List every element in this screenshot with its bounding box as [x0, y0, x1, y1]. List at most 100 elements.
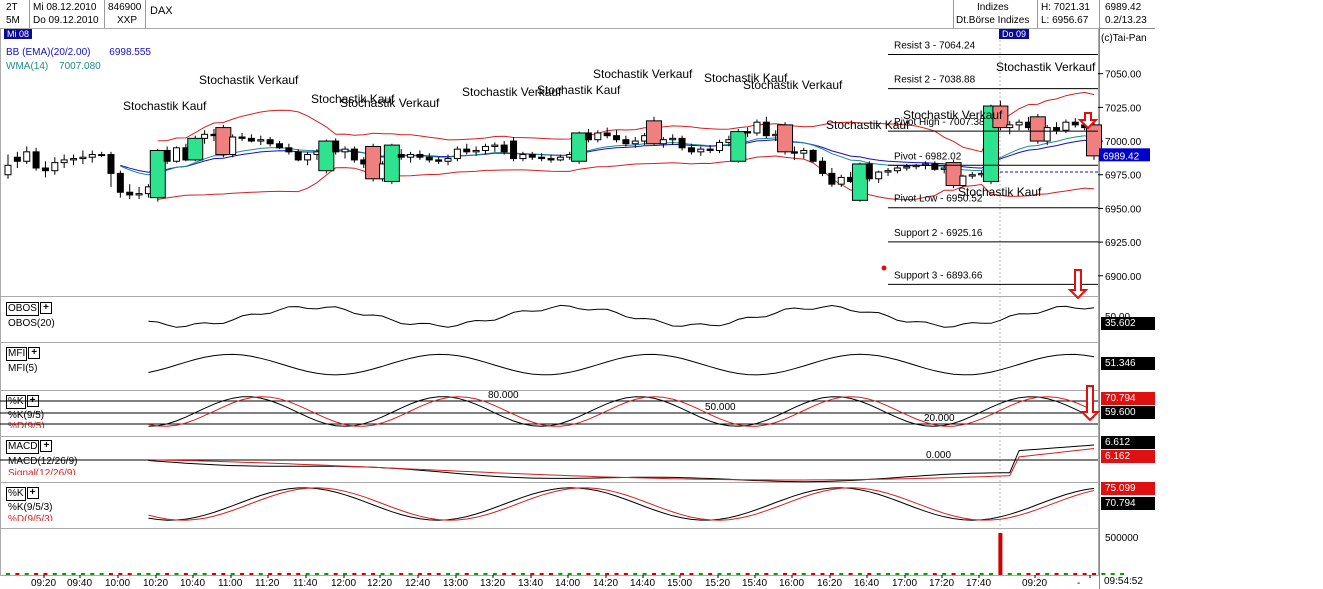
volume-bar: [904, 573, 909, 575]
stoch2-k-label: %K(9/5/3): [8, 502, 53, 513]
low-label: L: 6956.67: [1041, 15, 1089, 26]
volume-tick: 500000: [1105, 533, 1139, 544]
candle-body: [13, 156, 21, 162]
high-label: H: 7021.31: [1041, 2, 1090, 13]
stoch2-button-label: %K: [6, 487, 26, 501]
mfi-button[interactable]: MFI +: [6, 347, 41, 361]
signal-annotation: Stochastik Kauf: [537, 83, 621, 97]
volume-bar: [43, 573, 48, 575]
candle-body: [257, 139, 265, 142]
volume-bar: [165, 573, 170, 575]
obos-line: [148, 304, 1095, 328]
panel-frame-5: [0, 482, 1099, 529]
obos-button[interactable]: OBOS +: [6, 302, 52, 316]
volume-bar: [829, 573, 834, 575]
volume-bar: [408, 573, 413, 575]
mfi-button-label: MFI: [6, 347, 28, 361]
down-arrow-icon-shape: [1079, 385, 1101, 422]
candle-body: [819, 160, 826, 174]
panel-frame-1: [0, 296, 1099, 343]
copyright: (c)Tai-Pan: [1101, 33, 1147, 44]
y-tick-label: 6950.00: [1105, 204, 1142, 215]
x-tick-label: 13:00: [443, 578, 468, 589]
candle-body: [79, 156, 87, 160]
volume-bar: [155, 573, 160, 575]
volume-bar: [455, 573, 460, 575]
candle-body: [4, 164, 12, 176]
volume-bar: [80, 573, 85, 575]
volume-bar: [268, 573, 273, 575]
x-tick-label: 10:20: [143, 578, 168, 589]
mfi-label: MFI(5): [8, 363, 38, 374]
candle-body: [397, 154, 405, 158]
volume-bar: [174, 573, 179, 575]
volume-bar: [1054, 573, 1059, 575]
volume-bar: [754, 573, 759, 575]
marker-dot: [881, 265, 887, 271]
candle-body: [687, 147, 695, 153]
symbol: DAX: [150, 5, 173, 17]
bb-name: BB (EMA)(20/2.00): [6, 47, 91, 58]
candle-body: [304, 154, 312, 161]
x-tick-label: -: [1077, 578, 1080, 589]
volume-bar: [848, 573, 853, 575]
candle-body: [60, 159, 68, 164]
candle-body: [992, 105, 1009, 129]
volume-bar: [623, 573, 628, 575]
volume-bar: [34, 573, 39, 575]
x-tick-label: 11:20: [255, 578, 280, 589]
volume-bar: [230, 573, 235, 575]
candle-body: [622, 139, 630, 145]
candle-body: [444, 158, 452, 162]
candle-body: [70, 158, 78, 161]
candle-body: [968, 174, 976, 177]
candle-body: [893, 167, 901, 172]
candle-body: [851, 163, 868, 201]
volume-bar: [296, 573, 301, 575]
candle-body: [571, 132, 588, 162]
candle-body: [51, 162, 59, 172]
x-tick-label: 13:40: [518, 578, 543, 589]
plus-icon[interactable]: +: [40, 440, 53, 452]
plus-icon[interactable]: +: [26, 487, 39, 499]
candle-body: [425, 156, 433, 161]
volume-bar: [343, 573, 348, 575]
candle-body: [481, 145, 489, 151]
wma-name: WMA(14): [6, 61, 49, 72]
volume-bar: [221, 573, 226, 575]
period-2[interactable]: 5M: [6, 15, 20, 26]
candle-body: [828, 172, 836, 185]
x-tick-label: 13:20: [480, 578, 505, 589]
macd-zero-label: 0.000: [926, 450, 951, 461]
volume-bar: [6, 573, 10, 575]
stoch1-level-80: 80.000: [488, 390, 519, 401]
volume-bar: [1045, 573, 1050, 575]
stoch2-d-label: %D(9/5/3): [8, 514, 54, 521]
plus-icon[interactable]: +: [28, 347, 41, 359]
period-1[interactable]: 2T: [6, 2, 18, 13]
plus-icon[interactable]: +: [39, 302, 52, 314]
candle-body: [837, 176, 845, 185]
candle-body: [149, 149, 166, 199]
candle-body: [538, 156, 546, 160]
candle-body: [800, 149, 808, 154]
volume-bar: [549, 573, 553, 575]
candle-body: [777, 124, 794, 153]
candle-body: [187, 137, 204, 161]
candle-body: [266, 139, 274, 145]
last-price-tag-box: [1099, 148, 1150, 162]
panel-frame-6: [0, 528, 1099, 576]
candle-body: [332, 140, 340, 153]
ema-line: [120, 139, 1095, 173]
stoch2-button[interactable]: %K +: [6, 487, 39, 501]
volume-bar: [857, 573, 862, 575]
volume-bar: [483, 573, 488, 575]
volume-bar: [998, 533, 1003, 575]
volume-bar: [436, 573, 441, 575]
volume-bar: [305, 573, 310, 575]
candle-body: [173, 147, 181, 162]
candle-body: [631, 140, 639, 145]
macd-button[interactable]: MACD +: [6, 440, 53, 454]
candle-body: [318, 140, 335, 172]
candle-body: [1043, 127, 1051, 142]
